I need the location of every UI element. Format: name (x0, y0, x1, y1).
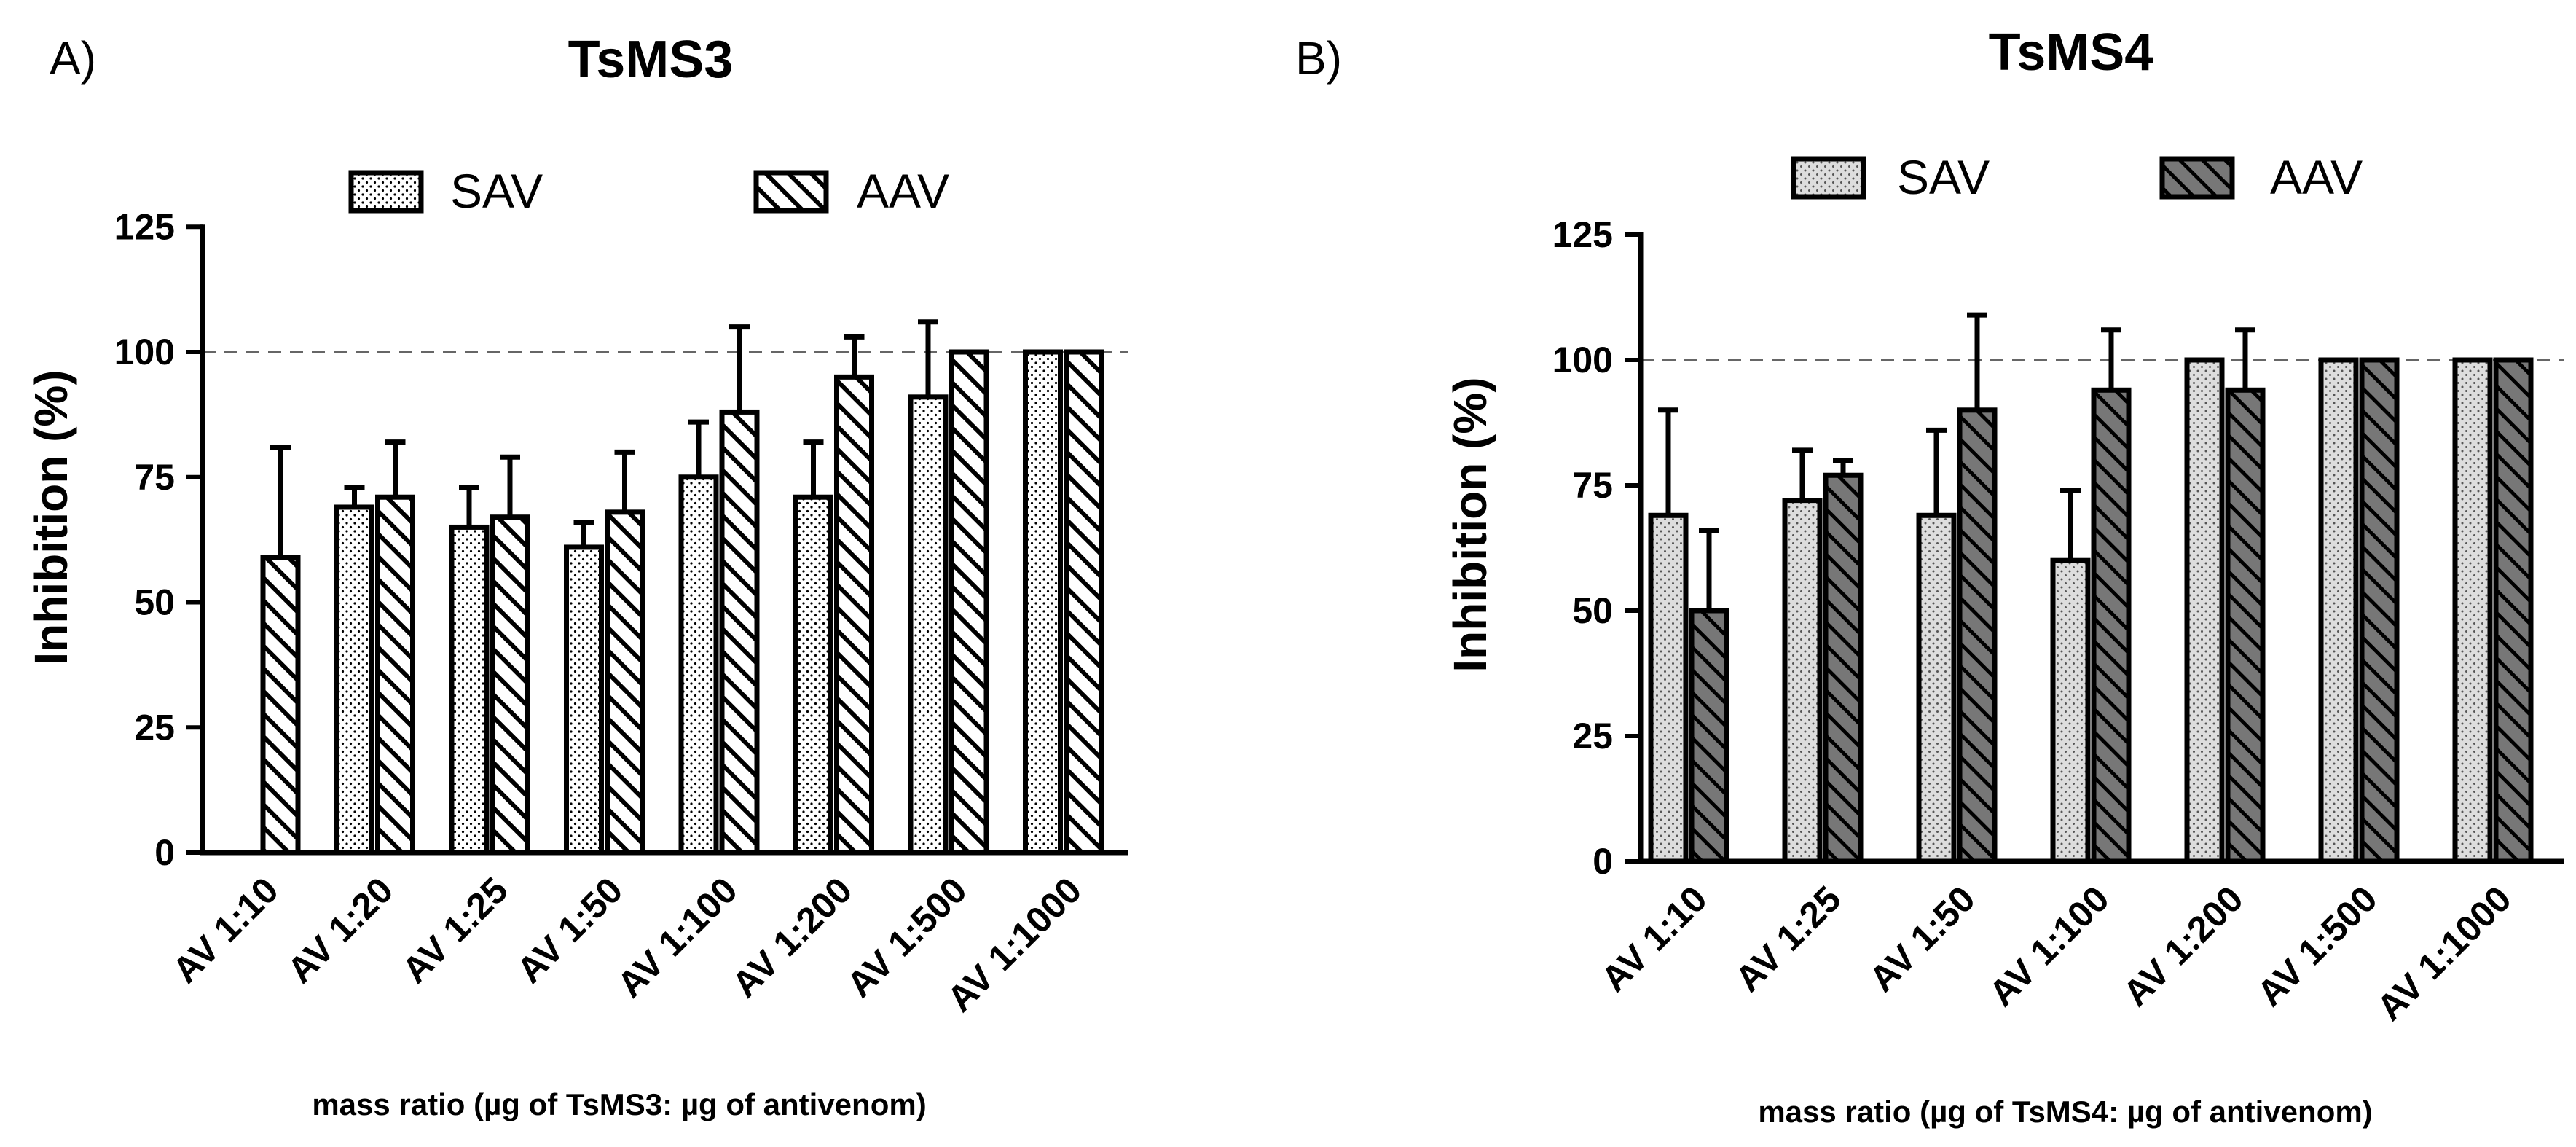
y-tick-label-0: 0 (1593, 841, 1613, 882)
x-tick-label-1-10: AV 1:10 (1593, 878, 1715, 1000)
bar-sav-1-10 (1648, 512, 1689, 864)
bar-sav-1-20 (334, 504, 374, 856)
bar-aav-1-20 (375, 494, 415, 856)
x-tick-label-1-100: AV 1:100 (609, 869, 745, 1005)
bar-aav-1-500 (949, 349, 989, 856)
y-tick-label-25: 25 (134, 707, 175, 748)
x-tick-label-1-200: AV 1:200 (724, 869, 860, 1005)
x-axis-label-tsms4: mass ratio (µg of TsMS4: µg of antivenom… (1758, 1095, 2372, 1129)
legend-tsms4: SAV AAV (1791, 150, 2363, 204)
bar-sav-1-1000 (2452, 357, 2493, 864)
bar-sav-1-25 (449, 524, 490, 856)
bar-sav-1-25 (1782, 498, 1823, 864)
bar-aav-1-100 (2091, 387, 2132, 864)
legend-swatch-sav (348, 170, 424, 214)
legend-tsms3: SAV AAV (348, 164, 949, 218)
bar-sav-1-100 (2050, 557, 2091, 864)
bar-aav-1-1000 (2493, 357, 2534, 864)
bar-aav-1-10 (260, 555, 301, 856)
y-tick-label-50: 50 (1572, 590, 1613, 631)
legend-swatch-aav (753, 170, 829, 214)
bar-sav-1-100 (678, 474, 719, 856)
legend-label-sav: SAV (450, 164, 543, 218)
x-tick-label-1-10: AV 1:10 (165, 869, 286, 991)
y-tick-label-25: 25 (1572, 716, 1613, 756)
y-tick-label-100: 100 (114, 332, 175, 372)
y-axis-label-tsms4: Inhibition (%) (1444, 377, 1496, 672)
bar-aav-1-200 (834, 374, 874, 856)
x-tick-label-1-100: AV 1:100 (1981, 878, 2116, 1014)
x-tick-label-1-1000: AV 1:1000 (2369, 878, 2519, 1028)
x-tick-label-1-25: AV 1:25 (394, 869, 516, 991)
panel-label-a: A) (50, 32, 96, 85)
x-tick-label-1-200: AV 1:200 (2115, 878, 2250, 1014)
bar-sav-1-500 (2318, 357, 2359, 864)
x-tick-label-1-20: AV 1:20 (280, 869, 401, 991)
y-axis-label-tsms3: Inhibition (%) (25, 369, 77, 665)
legend-swatch-sav (1791, 156, 1866, 200)
bar-sav-1-500 (908, 394, 949, 856)
bar-sav-1-200 (2184, 357, 2225, 864)
bar-sav-1-1000 (1023, 349, 1063, 856)
legend-label-aav: AAV (2270, 150, 2363, 204)
legend-swatch-aav (2159, 156, 2235, 200)
y-tick-label-125: 125 (1552, 214, 1613, 255)
bar-aav-1-50 (1957, 407, 1998, 864)
legend-label-sav: SAV (1897, 150, 1990, 204)
bar-sav-1-50 (564, 544, 604, 856)
bar-aav-1-1000 (1064, 349, 1104, 856)
x-tick-label-1-25: AV 1:25 (1727, 878, 1849, 1000)
bar-aav-1-500 (2359, 357, 2400, 864)
y-tick-label-100: 100 (1552, 340, 1613, 380)
x-tick-label-1-50: AV 1:50 (1861, 878, 1983, 1000)
y-tick-label-75: 75 (134, 457, 175, 498)
chart-title-tsms4: TsMS4 (1989, 23, 2154, 82)
y-tick-label-0: 0 (154, 832, 175, 873)
bar-aav-1-100 (719, 409, 760, 856)
x-tick-label-1-500: AV 1:500 (2249, 878, 2384, 1014)
bar-aav-1-10 (1689, 608, 1729, 864)
bar-aav-1-200 (2225, 387, 2266, 864)
bar-aav-1-50 (605, 509, 645, 856)
y-tick-label-75: 75 (1572, 465, 1613, 506)
panel-label-b: B) (1295, 32, 1342, 85)
chart-title-tsms3: TsMS3 (568, 31, 734, 89)
y-tick-label-50: 50 (134, 582, 175, 623)
bar-sav-1-50 (1916, 512, 1957, 864)
x-axis-label-tsms3: mass ratio (µg of TsMS3: µg of antivenom… (312, 1087, 926, 1121)
legend-label-aav: AAV (857, 164, 949, 218)
y-tick-label-125: 125 (114, 206, 175, 247)
chart-panel-tsms4: B) TsMS4 SAV AAV Inhibition (%) mass rat… (1295, 23, 2564, 1129)
bar-aav-1-25 (490, 514, 530, 856)
bar-sav-1-200 (793, 494, 833, 856)
bar-aav-1-25 (1823, 472, 1864, 864)
chart-panel-tsms3: A) TsMS3 SAV AAV Inhibition (%) mass rat… (25, 31, 1128, 1121)
